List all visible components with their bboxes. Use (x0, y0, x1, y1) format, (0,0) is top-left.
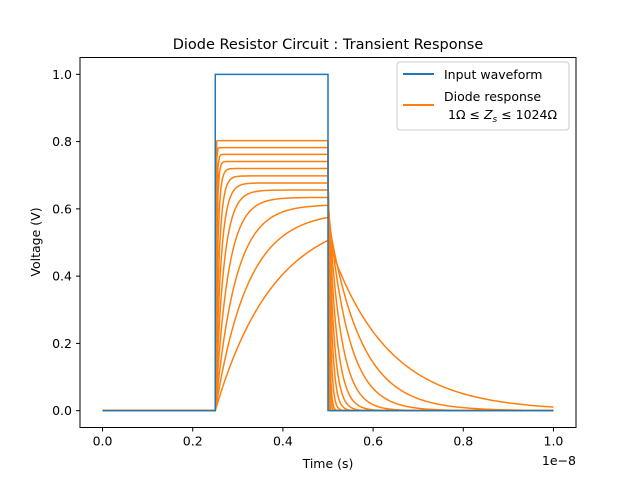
x-tick-label: 0.2 (183, 434, 203, 449)
y-axis-label: Voltage (V) (28, 207, 43, 276)
plot-frame (79, 57, 577, 428)
chart-title: Diode Resistor Circuit : Transient Respo… (173, 37, 484, 53)
x-tick-label: 0.6 (363, 434, 383, 449)
legend: Input waveform Diode response 1Ω ≤ Zs ≤ … (396, 61, 570, 131)
x-tick-label: 0.4 (273, 434, 293, 449)
plot-series (102, 73, 554, 412)
x-axis-label: Time (s) (302, 456, 354, 471)
y-tick-label: 0.6 (52, 201, 72, 216)
y-tick-label: 1.0 (52, 67, 72, 82)
x-axis-offset-label: 1e−8 (542, 453, 576, 468)
legend-label-input-waveform: Input waveform (444, 67, 542, 82)
y-tick-label: 0.2 (52, 336, 72, 351)
y-tick-label: 0.0 (52, 403, 72, 418)
diode-response-line-11 (102, 216, 554, 412)
legend-label-diode-response-range: 1Ω ≤ Zs ≤ 1024Ω (448, 107, 557, 125)
x-tick-label: 1.0 (544, 434, 564, 449)
x-axis-ticks: 0.0 0.2 0.4 0.6 0.8 1.0 (93, 427, 564, 449)
x-tick-label: 0.0 (93, 434, 113, 449)
x-tick-label: 0.8 (453, 434, 473, 449)
legend-box (396, 61, 570, 131)
y-tick-label: 0.4 (52, 269, 72, 284)
legend-label-diode-response: Diode response (444, 89, 541, 104)
input-waveform-line (102, 73, 554, 412)
y-axis-ticks: 0.0 0.2 0.4 0.6 0.8 1.0 (52, 67, 80, 418)
y-tick-label: 0.8 (52, 134, 72, 149)
diode-response-line-12 (102, 239, 554, 412)
